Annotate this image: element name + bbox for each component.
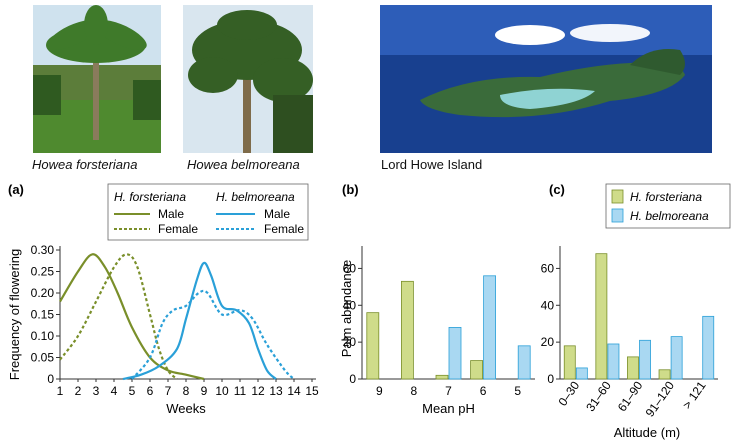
x-tick-label-a: 9 <box>201 384 208 398</box>
x-tick-label-a: 12 <box>251 384 265 398</box>
x-tick-label-a: 4 <box>111 384 118 398</box>
x-tick-label-a: 1 <box>57 384 64 398</box>
x-tick-label-2: 31–60 <box>583 378 614 414</box>
legend-c: H. forsteriana H. belmoreana <box>605 183 731 229</box>
bar-1-0-3 <box>470 360 484 380</box>
y-tick-label-2: 0 <box>547 372 554 386</box>
legend-c-belmoreana-label: H. belmoreana <box>630 209 709 223</box>
y-tick-label-a: 0.25 <box>31 265 55 279</box>
bar-1-1-3 <box>483 275 497 380</box>
y-tick-label-2: 60 <box>541 261 555 275</box>
legend-c-box <box>605 183 731 229</box>
legend-a-forsteriana-female-label: Female <box>158 222 198 236</box>
x-tick-label-1: 9 <box>376 384 383 398</box>
y-tick-label-1: 40 <box>343 298 357 312</box>
x-tick-label-1: 7 <box>445 384 452 398</box>
caption-lord-howe-island: Lord Howe Island <box>381 157 483 172</box>
y-tick-label-a: 0.30 <box>31 243 55 257</box>
x-tick-label-a: 14 <box>287 384 301 398</box>
x-tick-label-2: 91–120 <box>643 378 678 419</box>
island-image <box>380 5 712 153</box>
y-axis-label-a: Frequency of flowering <box>7 249 22 381</box>
legend-a-forsteriana-male-label: Male <box>158 207 184 221</box>
x-tick-label-1: 6 <box>480 384 487 398</box>
legend-c-belmoreana-swatch <box>611 208 624 223</box>
x-tick-label-a: 5 <box>129 384 136 398</box>
photo-howea-belmoreana <box>183 5 313 153</box>
x-tick-label-a: 11 <box>234 384 247 398</box>
palm-image <box>183 5 313 153</box>
x-tick-label-a: 2 <box>75 384 82 398</box>
figure-charts: (a) (b) (c) H. forsteriana H. belmoreana… <box>7 182 731 440</box>
y-tick-label-2: 40 <box>541 298 555 312</box>
x-tick-label-a: 7 <box>165 384 172 398</box>
bar-2-1-2 <box>639 339 651 380</box>
x-axis-label-c: Altitude (m) <box>614 425 680 440</box>
x-axis-label-b: Mean pH <box>422 401 475 416</box>
caption-howea-belmoreana: Howea belmoreana <box>187 157 300 172</box>
y-tick-label-a: 0.10 <box>31 329 55 343</box>
bar-1-1-2 <box>448 326 462 380</box>
panel-label-b: (b) <box>342 182 359 197</box>
chart-b: 0 20 40 60 9 8 7 6 5 Mean pH Palm abundance <box>339 246 535 416</box>
legend-c-forsteriana-label: H. forsteriana <box>630 190 702 204</box>
series-line-a-3 <box>131 289 295 380</box>
bar-1-0-0 <box>366 312 380 380</box>
x-tick-label-a: 3 <box>93 384 100 398</box>
legend-a-box <box>107 183 309 241</box>
series-line-a-2 <box>122 261 277 381</box>
caption-howea-forsteriana: Howea forsteriana <box>32 157 138 172</box>
bar-2-1-1 <box>607 343 620 380</box>
x-tick-label-1: 5 <box>514 384 521 398</box>
bar-2-1-4 <box>702 315 715 380</box>
photo-lord-howe-island <box>380 5 712 153</box>
x-tick-label-1: 8 <box>411 384 418 398</box>
y-tick-label-1: 20 <box>343 335 357 349</box>
legend-a-belmoreana-female-label: Female <box>264 222 304 236</box>
bar-2-0-1 <box>595 253 608 380</box>
y-tick-label-2: 20 <box>541 335 555 349</box>
x-tick-label-a: 6 <box>147 384 154 398</box>
y-tick-label-a: 0.20 <box>31 286 55 300</box>
x-tick-label-a: 8 <box>183 384 190 398</box>
y-tick-label-1: 0 <box>349 372 356 386</box>
panel-label-c: (c) <box>549 182 565 197</box>
bar-2-0-2 <box>627 356 639 380</box>
y-axis-label-b: Palm abundance <box>339 260 354 358</box>
legend-a-forsteriana-title: H. forsteriana <box>114 190 186 204</box>
palm-image <box>33 5 161 153</box>
legend-a-belmoreana-male-label: Male <box>264 207 290 221</box>
chart-a: 00.050.100.150.200.250.301 2 3 4 5 6 7 8 9 10 11 12… <box>7 243 319 416</box>
bar-2-0-3 <box>658 369 671 380</box>
bar-1-0-1 <box>400 280 414 380</box>
x-tick-label-a: 10 <box>215 384 229 398</box>
bar-2-1-3 <box>670 336 683 380</box>
bar-1-0-2 <box>435 374 449 380</box>
series-line-a-0 <box>59 253 205 381</box>
bar-1-1-4 <box>517 345 531 380</box>
legend-a: H. forsteriana H. belmoreana Male Female… <box>107 183 309 241</box>
photo-howea-forsteriana <box>33 5 161 153</box>
x-tick-label-2: > 121 <box>680 378 709 411</box>
bar-2-0-0 <box>563 345 576 380</box>
series-line-a-1 <box>59 253 178 380</box>
y-tick-label-1: 60 <box>343 261 357 275</box>
y-tick-label-a: 0.05 <box>31 351 55 365</box>
x-tick-label-2: 61–90 <box>615 378 646 414</box>
x-tick-label-a: 13 <box>269 384 283 398</box>
x-tick-label-2: 0–30 <box>555 378 582 408</box>
legend-c-forsteriana-swatch <box>611 189 624 204</box>
y-tick-label-a: 0 <box>47 372 54 386</box>
x-axis-label-a: Weeks <box>166 401 206 416</box>
legend-a-belmoreana-title: H. belmoreana <box>216 190 295 204</box>
bar-2-1-0 <box>575 367 588 380</box>
y-tick-label-a: 0.15 <box>31 308 55 322</box>
panel-label-a: (a) <box>8 182 24 197</box>
x-tick-label-a: 15 <box>305 384 319 398</box>
